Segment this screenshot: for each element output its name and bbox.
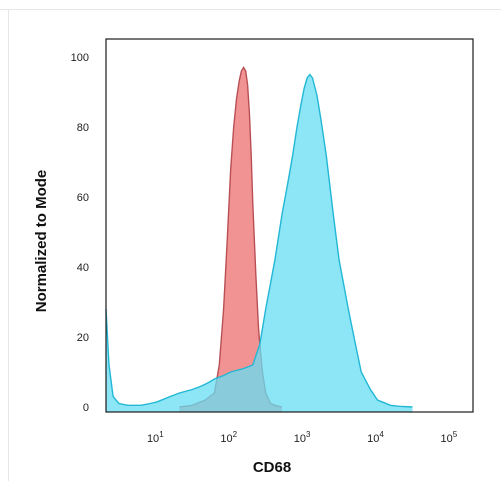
plot-area	[105, 38, 474, 413]
y-tick-label: 100	[71, 52, 89, 64]
y-tick-label: 40	[77, 262, 89, 274]
y-tick-label: 20	[77, 332, 89, 344]
series-2-area	[106, 74, 413, 412]
x-tick-labels: 101 102 103 104 105	[147, 430, 458, 445]
frame-left-border	[8, 9, 9, 481]
x-tick-label: 102	[220, 430, 237, 445]
x-tick-label: 104	[367, 430, 384, 445]
y-axis-title: Normalized to Mode	[33, 170, 50, 313]
x-axis-title: CD68	[253, 459, 291, 476]
y-tick-label: 0	[83, 402, 89, 414]
series-1-area	[179, 67, 282, 412]
y-tick-labels: 0 20 40 60 80 100	[71, 52, 89, 414]
series-layer	[105, 66, 413, 412]
x-tick-label: 105	[441, 430, 458, 445]
x-tick-label: 101	[147, 430, 164, 445]
x-tick-label: 103	[294, 430, 311, 445]
y-tick-label: 80	[77, 122, 89, 134]
frame-top-border	[0, 9, 501, 10]
y-tick-label: 60	[77, 192, 89, 204]
series-2-line	[105, 73, 413, 408]
